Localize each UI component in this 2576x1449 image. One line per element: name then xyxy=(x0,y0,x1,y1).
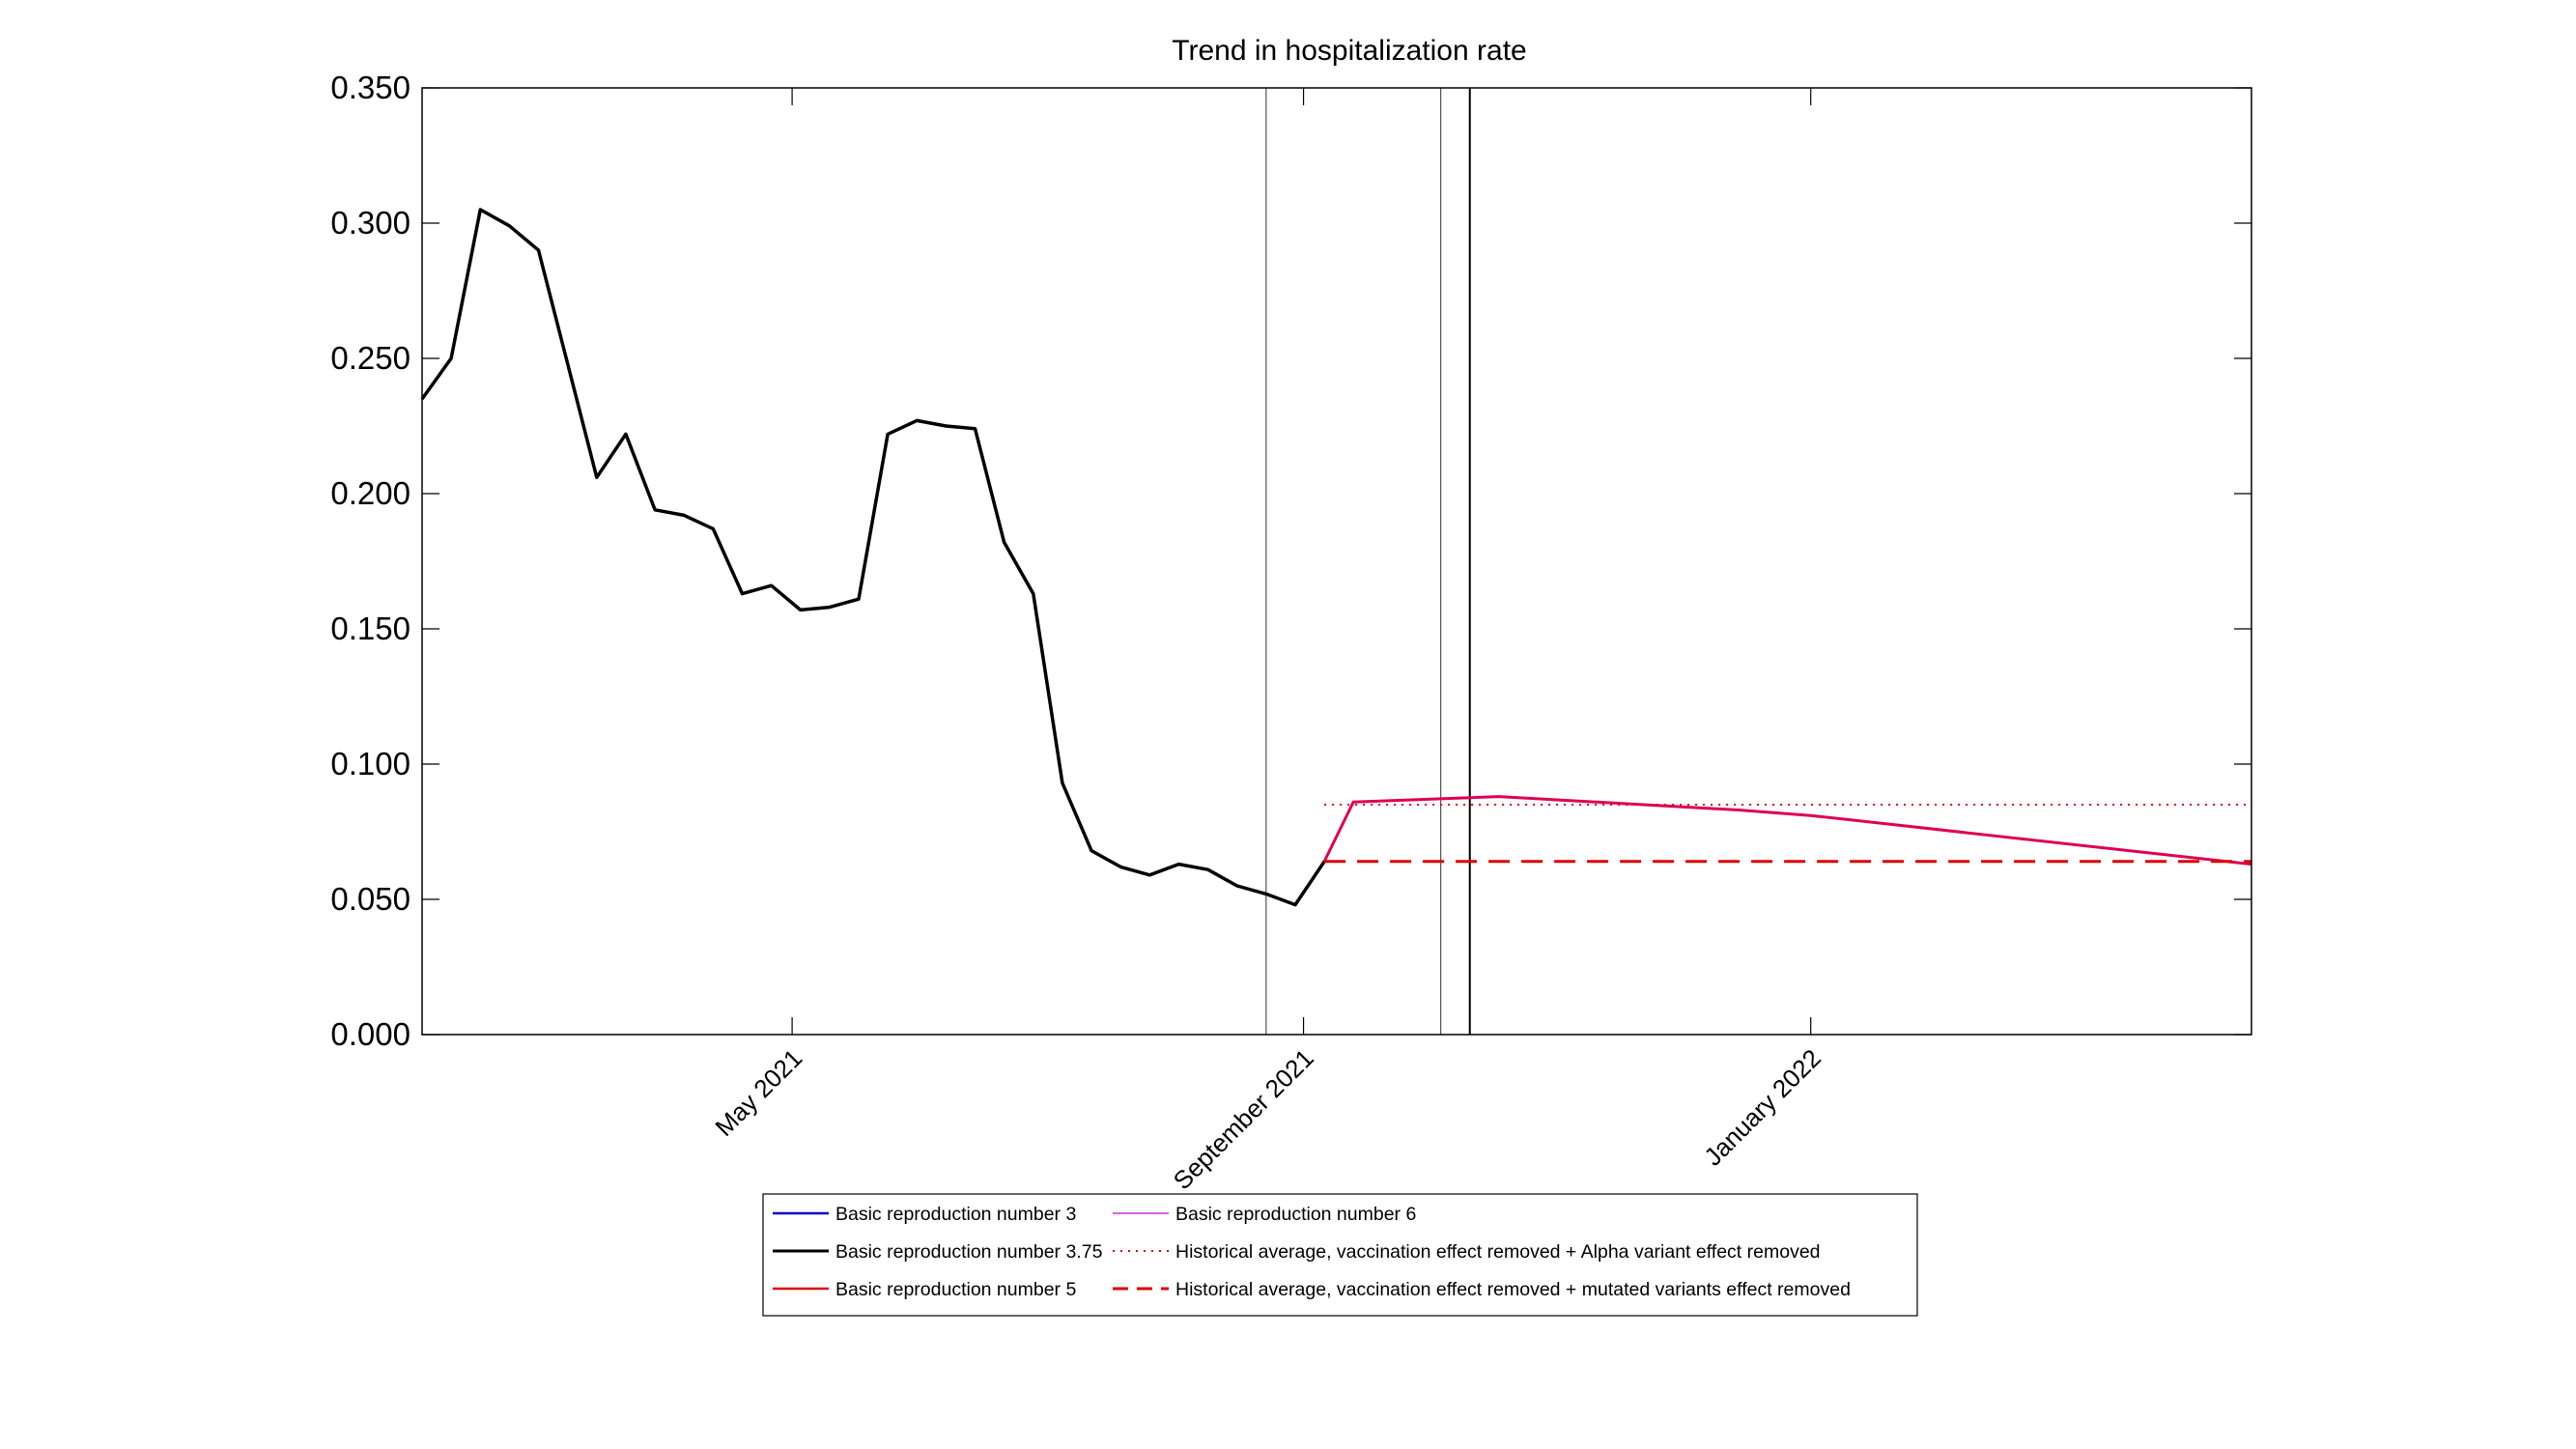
legend-label: Basic reproduction number 6 xyxy=(1175,1204,1416,1225)
x-tick-label: September 2021 xyxy=(1168,1043,1319,1195)
y-tick-label: 0.150 xyxy=(330,611,410,646)
y-tick-label: 0.250 xyxy=(330,340,410,376)
series-lines xyxy=(420,208,2252,907)
y-tick-label: 0.050 xyxy=(330,881,410,917)
y-axis-ticks: 0.000 0.050 0.100 0.150 0.200 0.250 0.300 0.350 xyxy=(330,70,2251,1052)
y-tick-label: 0.300 xyxy=(330,205,410,241)
legend-label: Historical average, vaccination effect r… xyxy=(1175,1241,1821,1263)
series-line-4 xyxy=(1322,795,2252,867)
x-tick-label: May 2021 xyxy=(709,1043,807,1142)
y-tick-label: 0.200 xyxy=(330,475,410,511)
legend-label: Historical average, vaccination effect r… xyxy=(1175,1279,1851,1300)
chart-title: Trend in hospitalization rate xyxy=(1172,35,1526,67)
legend-label: Basic reproduction number 3.75 xyxy=(835,1241,1103,1263)
legend: Basic reproduction number 3 Basic reprodu… xyxy=(762,1193,1918,1317)
legend-box xyxy=(762,1193,1918,1317)
vertical-reference-lines xyxy=(1265,88,1471,1035)
y-tick-label: 0.350 xyxy=(330,70,410,105)
series-line-1 xyxy=(420,208,1326,907)
legend-label: Basic reproduction number 5 xyxy=(835,1279,1076,1300)
y-tick-label: 0.100 xyxy=(330,746,410,781)
plot-frame xyxy=(421,87,2252,1036)
x-axis-ticks: May 2021 September 2021 January 2022 xyxy=(709,88,1826,1195)
legend-label: Basic reproduction number 3 xyxy=(835,1204,1076,1225)
y-tick-label: 0.000 xyxy=(330,1016,410,1052)
x-tick-label: January 2022 xyxy=(1698,1043,1826,1172)
